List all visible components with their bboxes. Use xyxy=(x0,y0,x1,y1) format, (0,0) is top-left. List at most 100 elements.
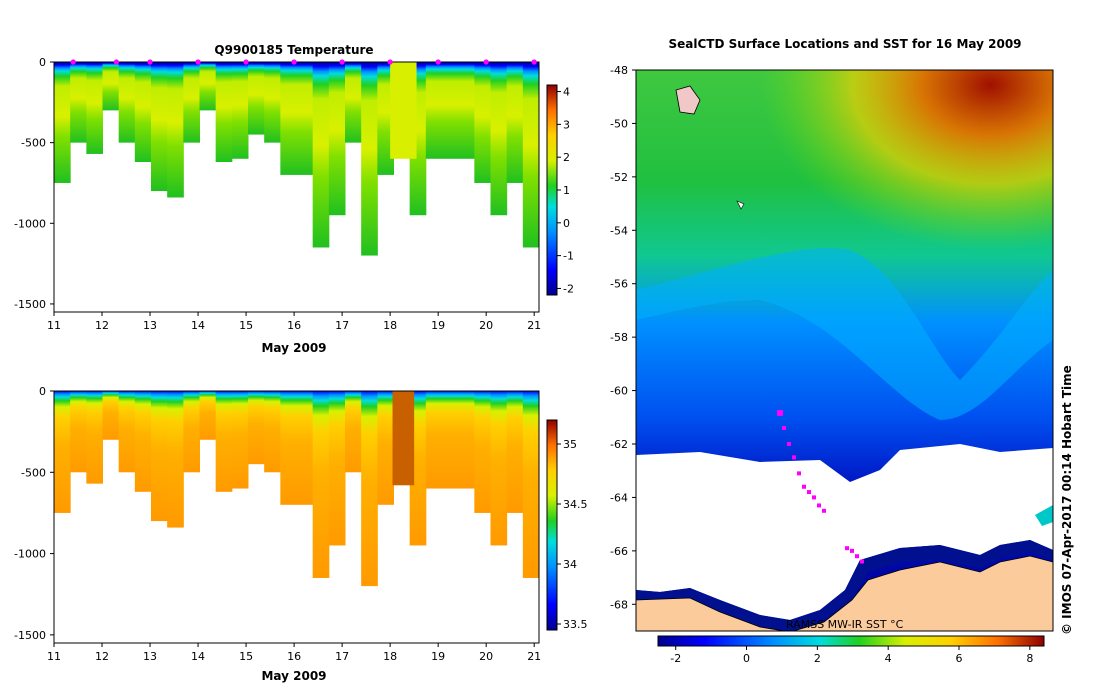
profile-column xyxy=(522,391,540,578)
temperature-x-label: May 2009 xyxy=(261,341,326,355)
salinity-colorbar-ticks: 35 34.5 34 33.5 xyxy=(557,438,588,631)
island xyxy=(675,85,701,115)
lat-tick-label: -58 xyxy=(610,331,628,344)
profile-column xyxy=(167,391,184,528)
y-tick-label: -1000 xyxy=(14,548,46,561)
x-tick-label: 20 xyxy=(479,319,493,332)
x-tick-label: 15 xyxy=(239,319,253,332)
seal-position xyxy=(777,409,783,416)
profile-marker xyxy=(195,59,201,65)
profile-column xyxy=(215,391,233,492)
y-tick-label: -500 xyxy=(21,466,46,479)
profile-column xyxy=(506,62,524,183)
antarctica-land xyxy=(636,555,1053,631)
sst-tick-label-celsius: 6 xyxy=(956,652,963,665)
x-tick-label: 20 xyxy=(479,650,493,663)
profile-column xyxy=(102,62,120,111)
small-island xyxy=(736,200,745,210)
profile-column xyxy=(506,391,524,513)
sst-colorbar-ticks: -202468707580859095 xyxy=(670,646,1033,665)
x-tick-label: 18 xyxy=(383,319,397,332)
profile-column xyxy=(296,62,314,175)
salinity-plot-frame xyxy=(53,390,540,644)
profile-markers xyxy=(70,59,537,65)
salinity-x-label: May 2009 xyxy=(261,669,326,683)
sst-map xyxy=(636,70,1053,631)
seal-position xyxy=(817,503,821,508)
salinity-y-axis: 0 -500 -1000 -1500 xyxy=(14,385,54,642)
sst-tick-label-celsius: 0 xyxy=(743,652,750,665)
temperature-colorbar-ticks: 4 3 2 1 0 -1 -2 xyxy=(557,86,574,295)
salinity-profiles xyxy=(54,391,540,587)
x-tick-label: 16 xyxy=(287,319,301,332)
x-tick-label: 13 xyxy=(143,319,157,332)
profile-column-warm xyxy=(390,62,417,159)
x-tick-label: 11 xyxy=(47,319,61,332)
sst-colorbar-label: RAMSS MW-IR SST °C xyxy=(786,618,904,631)
coastal-water xyxy=(636,540,1053,631)
y-tick-label: -1000 xyxy=(14,217,46,230)
temperature-y-axis: 0 -500 -1000 -1500 xyxy=(14,56,54,311)
profile-marker xyxy=(243,59,249,65)
profile-column xyxy=(231,391,249,489)
profile-column xyxy=(425,391,443,489)
profile-column xyxy=(474,62,491,183)
profile-column-salty xyxy=(392,391,415,486)
profile-marker xyxy=(435,59,441,65)
x-tick-label: 19 xyxy=(431,650,445,663)
profile-column xyxy=(199,62,217,111)
lat-tick-label: -66 xyxy=(610,545,628,558)
x-tick-label: 17 xyxy=(335,650,349,663)
profile-column xyxy=(183,62,200,143)
y-tick-label: -500 xyxy=(21,137,46,150)
seal-position xyxy=(855,554,859,559)
profile-marker xyxy=(113,59,120,65)
colorbar-tick-label: 2 xyxy=(563,151,570,164)
lat-tick-label: -64 xyxy=(610,491,628,504)
profile-column xyxy=(442,62,459,159)
x-tick-label: 12 xyxy=(95,650,109,663)
y-tick-label: 0 xyxy=(39,385,46,398)
colorbar-tick-label: 3 xyxy=(563,118,570,131)
colorbar-tick-label: 34 xyxy=(563,558,577,571)
seal-position xyxy=(807,490,811,495)
profile-column xyxy=(377,391,394,505)
temperature-section-plot: 0 -500 -1000 -1500 11 12 13 14 15 16 17 18 19 20 21 xyxy=(14,56,541,332)
lat-tick-label: -68 xyxy=(610,598,628,611)
map-title: SealCTD Surface Locations and SST for 16… xyxy=(668,37,1021,51)
profile-column xyxy=(312,62,330,248)
salinity-colorbar xyxy=(546,419,558,631)
sst-tick-label-celsius: 8 xyxy=(1026,652,1033,665)
profile-column xyxy=(458,62,475,159)
temperature-profiles xyxy=(54,62,540,256)
profile-column xyxy=(248,391,265,465)
profile-column xyxy=(134,62,152,162)
lat-tick-label: -56 xyxy=(610,278,628,291)
seal-position xyxy=(797,471,801,476)
colorbar-tick-label: 1 xyxy=(563,184,570,197)
x-tick-label: 15 xyxy=(239,650,253,663)
profile-marker xyxy=(70,59,76,65)
temperature-x-axis: 11 12 13 14 15 16 17 18 19 20 21 xyxy=(47,312,541,332)
front-region xyxy=(636,248,1053,420)
profile-marker xyxy=(387,59,393,65)
seal-position xyxy=(787,442,791,446)
profile-column xyxy=(70,62,87,143)
lat-tick-label: -52 xyxy=(610,171,628,184)
x-tick-label: 13 xyxy=(143,650,157,663)
profile-column xyxy=(280,62,297,175)
profile-marker xyxy=(339,59,345,65)
lat-tick-label: -50 xyxy=(610,117,628,130)
profile-column xyxy=(345,391,362,473)
profile-column xyxy=(361,62,378,256)
profile-marker xyxy=(531,59,537,65)
seal-position xyxy=(782,425,786,430)
x-tick-label: 21 xyxy=(527,319,541,332)
x-tick-label: 14 xyxy=(191,319,205,332)
profile-column xyxy=(151,62,168,192)
colorbar-tick-label: 4 xyxy=(563,86,570,99)
profile-column xyxy=(54,62,71,183)
profile-column xyxy=(264,391,281,473)
colorbar-tick-label: -2 xyxy=(563,282,574,295)
